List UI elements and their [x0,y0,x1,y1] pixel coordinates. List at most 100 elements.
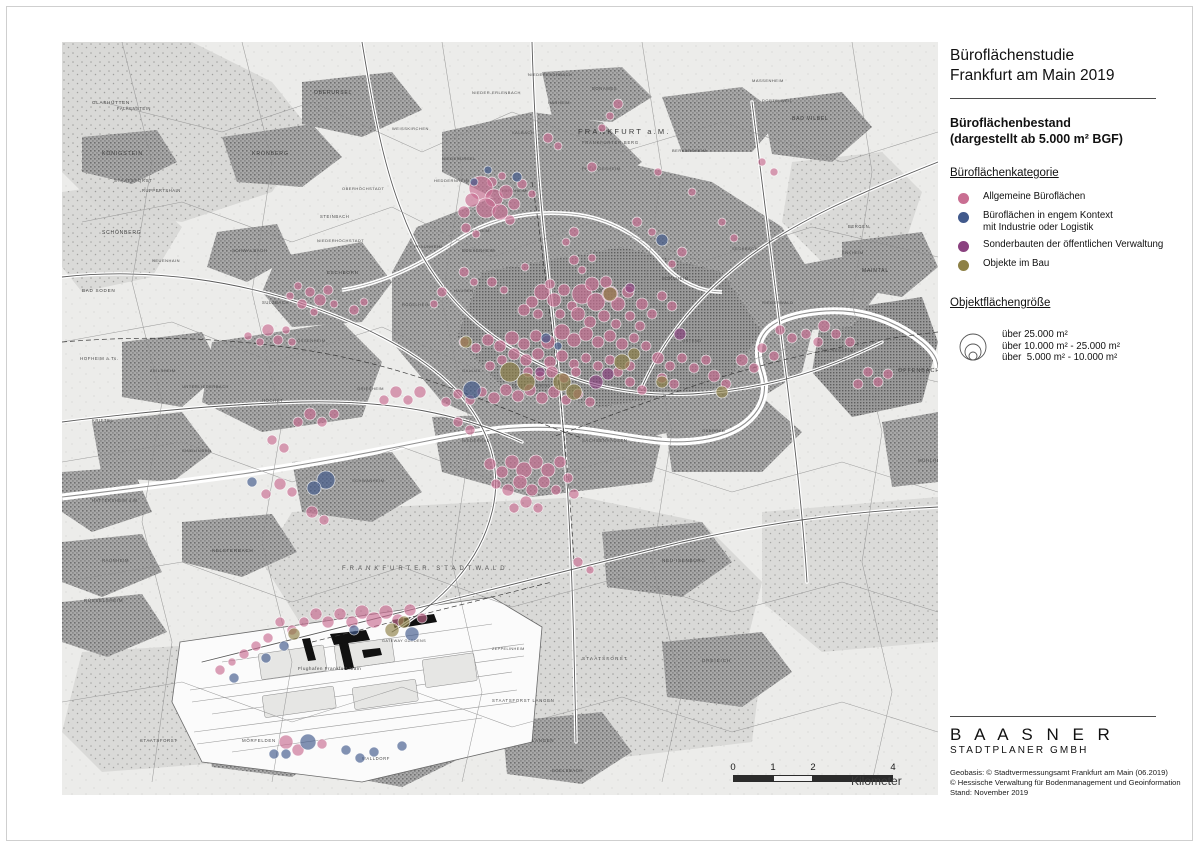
map-marker-allgemein[interactable] [354,604,370,620]
map-marker-allgemein[interactable] [281,325,291,335]
map-marker-allgemein[interactable] [597,123,607,133]
map-marker-allgemein[interactable] [628,332,640,344]
map-graphic[interactable]: FRANKFURT a.M. FRANKFURTER BERG KÖNIGSTEIN… [62,42,938,795]
map-marker-allgemein[interactable] [517,337,531,351]
map-marker-allgemein[interactable] [852,378,864,390]
map-marker-allgemein[interactable] [568,254,580,266]
map-marker-im_bau[interactable] [715,385,729,399]
map-marker-industrie_logistik[interactable] [396,740,408,752]
map-marker-allgemein[interactable] [508,502,520,514]
map-marker-im_bau[interactable] [516,372,536,392]
map-marker-allgemein[interactable] [612,98,624,110]
map-marker-allgemein[interactable] [532,502,544,514]
map-marker-industrie_logistik[interactable] [348,624,360,636]
map-marker-allgemein[interactable] [653,167,663,177]
map-marker-allgemein[interactable] [520,262,530,272]
map-marker-industrie_logistik[interactable] [511,171,523,183]
map-marker-allgemein[interactable] [591,335,605,349]
map-marker-allgemein[interactable] [537,475,551,489]
map-marker-oeffentliche_verwaltung[interactable] [534,366,546,378]
map-marker-allgemein[interactable] [378,604,394,620]
map-marker-allgemein[interactable] [403,603,417,617]
map-marker-industrie_logistik[interactable] [306,480,322,496]
map-marker-allgemein[interactable] [872,376,884,388]
map-marker-allgemein[interactable] [729,233,739,243]
map-marker-allgemein[interactable] [532,308,544,320]
map-marker-oeffentliche_verwaltung[interactable] [624,282,636,294]
map-marker-industrie_logistik[interactable] [228,672,240,684]
legend-category-row[interactable]: Allgemeine Büroflächen [950,191,1180,204]
map-marker-allgemein[interactable] [274,616,286,628]
map-marker-allgemein[interactable] [497,171,507,181]
map-marker-allgemein[interactable] [260,488,272,500]
map-marker-allgemein[interactable] [470,342,482,354]
map-marker-allgemein[interactable] [348,304,360,316]
map-marker-allgemein[interactable] [452,388,464,400]
map-marker-allgemein[interactable] [469,277,479,287]
map-marker-allgemein[interactable] [578,326,594,342]
map-canvas[interactable]: FRANKFURT a.M. FRANKFURTER BERG KÖNIGSTEIN… [62,42,938,795]
map-marker-allgemein[interactable] [365,611,383,629]
map-marker-allgemein[interactable] [572,556,584,568]
map-marker-allgemein[interactable] [495,465,509,479]
map-marker-allgemein[interactable] [830,328,842,340]
map-marker-allgemein[interactable] [577,265,587,275]
map-marker-allgemein[interactable] [484,360,496,372]
map-marker-industrie_logistik[interactable] [404,626,420,642]
map-marker-industrie_logistik[interactable] [483,165,493,175]
map-marker-allgemein[interactable] [553,323,571,341]
map-marker-allgemein[interactable] [735,353,749,367]
map-marker-allgemein[interactable] [309,307,319,317]
map-marker-allgemein[interactable] [378,394,390,406]
map-marker-allgemein[interactable] [605,111,615,121]
map-marker-industrie_logistik[interactable] [280,748,292,760]
map-marker-allgemein[interactable] [250,640,262,652]
map-marker-im_bau[interactable] [613,353,631,371]
map-marker-allgemein[interactable] [457,205,471,219]
map-marker-allgemein[interactable] [278,442,290,454]
map-marker-allgemein[interactable] [624,310,636,322]
map-marker-allgemein[interactable] [278,734,294,750]
map-marker-im_bau[interactable] [552,372,572,392]
map-marker-im_bau[interactable] [384,622,400,638]
map-marker-allgemein[interactable] [512,474,528,490]
map-marker-allgemein[interactable] [483,457,497,471]
map-marker-allgemein[interactable] [440,396,452,408]
map-marker-im_bau[interactable] [602,286,618,302]
map-marker-allgemein[interactable] [533,283,551,301]
map-marker-allgemein[interactable] [525,483,539,497]
map-marker-allgemein[interactable] [757,157,767,167]
map-marker-allgemein[interactable] [504,214,516,226]
map-marker-oeffentliche_verwaltung[interactable] [588,374,604,390]
map-marker-industrie_logistik[interactable] [299,733,317,751]
legend-category-row[interactable]: Büroflächen in engem Kontext mit Industr… [950,210,1180,233]
map-marker-allgemein[interactable] [585,565,595,575]
map-marker-allgemein[interactable] [624,376,636,388]
map-marker-allgemein[interactable] [555,349,569,363]
map-marker-allgemein[interactable] [597,309,611,323]
map-marker-allgemein[interactable] [507,347,521,361]
map-marker-allgemein[interactable] [227,657,237,667]
map-marker-allgemein[interactable] [243,331,253,341]
map-marker-allgemein[interactable] [535,391,549,405]
map-marker-industrie_logistik[interactable] [246,476,258,488]
map-marker-allgemein[interactable] [651,351,665,365]
map-marker-allgemein[interactable] [498,184,514,200]
map-marker-allgemein[interactable] [214,664,226,676]
map-marker-allgemein[interactable] [557,283,571,297]
map-marker-allgemein[interactable] [493,339,507,353]
map-marker-allgemein[interactable] [636,384,648,396]
map-marker-allgemein[interactable] [293,281,303,291]
map-marker-allgemein[interactable] [717,217,727,227]
map-marker-allgemein[interactable] [635,297,649,311]
map-marker-allgemein[interactable] [566,332,582,348]
map-marker-oeffentliche_verwaltung[interactable] [601,367,615,381]
map-marker-allgemein[interactable] [286,486,298,498]
map-marker-industrie_logistik[interactable] [316,470,336,490]
map-marker-allgemein[interactable] [544,278,556,290]
map-marker-industrie_logistik[interactable] [368,746,380,758]
map-marker-allgemein[interactable] [316,416,328,428]
map-marker-allgemein[interactable] [666,300,678,312]
map-marker-allgemein[interactable] [496,354,508,366]
map-marker-allgemein[interactable] [504,454,520,470]
